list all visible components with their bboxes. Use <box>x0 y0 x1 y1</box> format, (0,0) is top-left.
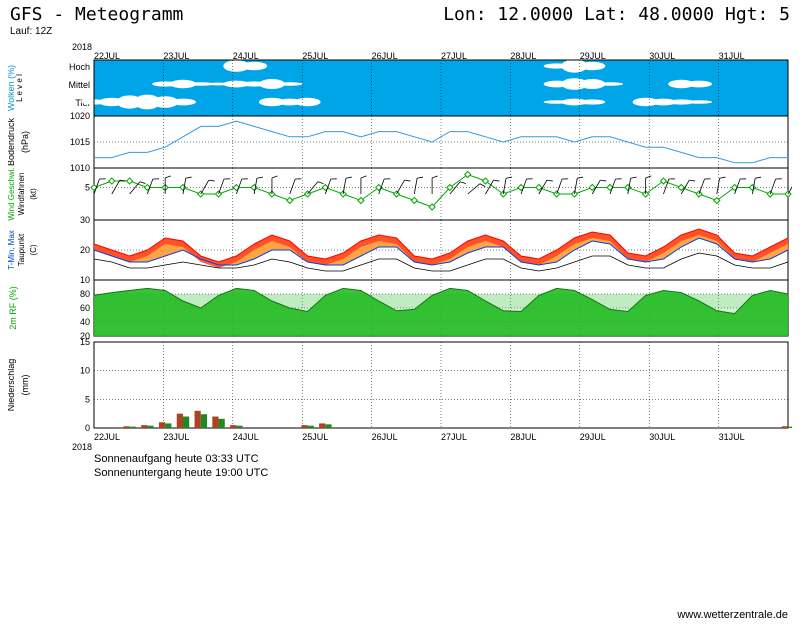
svg-text:1020: 1020 <box>70 111 90 121</box>
svg-text:Windfahnen: Windfahnen <box>17 173 26 216</box>
svg-text:(kt): (kt) <box>29 188 38 200</box>
svg-text:80: 80 <box>80 289 90 299</box>
title-left: GFS - Meteogramm <box>10 4 183 25</box>
svg-text:Mittel: Mittel <box>68 80 90 90</box>
svg-text:(mm): (mm) <box>20 375 30 396</box>
svg-text:29JUL: 29JUL <box>580 432 606 442</box>
svg-text:Niederschlag: Niederschlag <box>8 359 16 412</box>
svg-text:5: 5 <box>85 183 90 193</box>
svg-text:Sonnenuntergang heute 19:00 UT: Sonnenuntergang heute 19:00 UTC <box>94 467 268 479</box>
svg-text:23JUL: 23JUL <box>163 432 189 442</box>
svg-text:0: 0 <box>85 423 90 433</box>
svg-text:10: 10 <box>80 275 90 285</box>
run-label: Lauf: 12Z <box>10 26 52 37</box>
svg-text:2018: 2018 <box>72 442 92 452</box>
svg-text:25JUL: 25JUL <box>302 432 328 442</box>
svg-text:(hPa): (hPa) <box>20 131 30 153</box>
svg-text:20: 20 <box>80 245 90 255</box>
svg-text:10: 10 <box>80 366 90 376</box>
svg-text:60: 60 <box>80 303 90 313</box>
svg-text:28JUL: 28JUL <box>510 432 536 442</box>
svg-text:1010: 1010 <box>70 163 90 173</box>
meteogram-svg: 201822JUL23JUL24JUL25JUL26JUL27JUL28JUL2… <box>8 40 792 600</box>
svg-text:24JUL: 24JUL <box>233 432 259 442</box>
svg-text:Wind Geschwi.: Wind Geschwi. <box>8 167 16 220</box>
svg-text:Bodendruck: Bodendruck <box>8 117 16 166</box>
svg-text:2018: 2018 <box>72 42 92 52</box>
svg-text:T-Min, Max: T-Min, Max <box>8 230 16 270</box>
svg-text:Hoch: Hoch <box>69 62 90 72</box>
svg-text:30: 30 <box>80 215 90 225</box>
svg-text:15: 15 <box>80 337 90 347</box>
svg-text:26JUL: 26JUL <box>372 432 398 442</box>
svg-text:Taupunkt: Taupunkt <box>17 233 26 266</box>
svg-text:1015: 1015 <box>70 137 90 147</box>
svg-text:30JUL: 30JUL <box>649 432 675 442</box>
svg-text:L e v e l: L e v e l <box>15 74 24 102</box>
svg-text:Sonnenaufgang heute 03:33 UTC: Sonnenaufgang heute 03:33 UTC <box>94 453 259 465</box>
title-right: Lon: 12.0000 Lat: 48.0000 Hgt: 5 <box>443 4 790 25</box>
svg-text:(C): (C) <box>29 244 38 255</box>
svg-text:22JUL: 22JUL <box>94 432 120 442</box>
svg-text:2m RF (%): 2m RF (%) <box>8 286 18 330</box>
footer-site: www.wetterzentrale.de <box>677 609 788 621</box>
svg-text:27JUL: 27JUL <box>441 432 467 442</box>
svg-text:40: 40 <box>80 317 90 327</box>
svg-text:Wolken (%): Wolken (%) <box>8 65 16 111</box>
svg-text:5: 5 <box>85 394 90 404</box>
svg-text:31JUL: 31JUL <box>719 432 745 442</box>
